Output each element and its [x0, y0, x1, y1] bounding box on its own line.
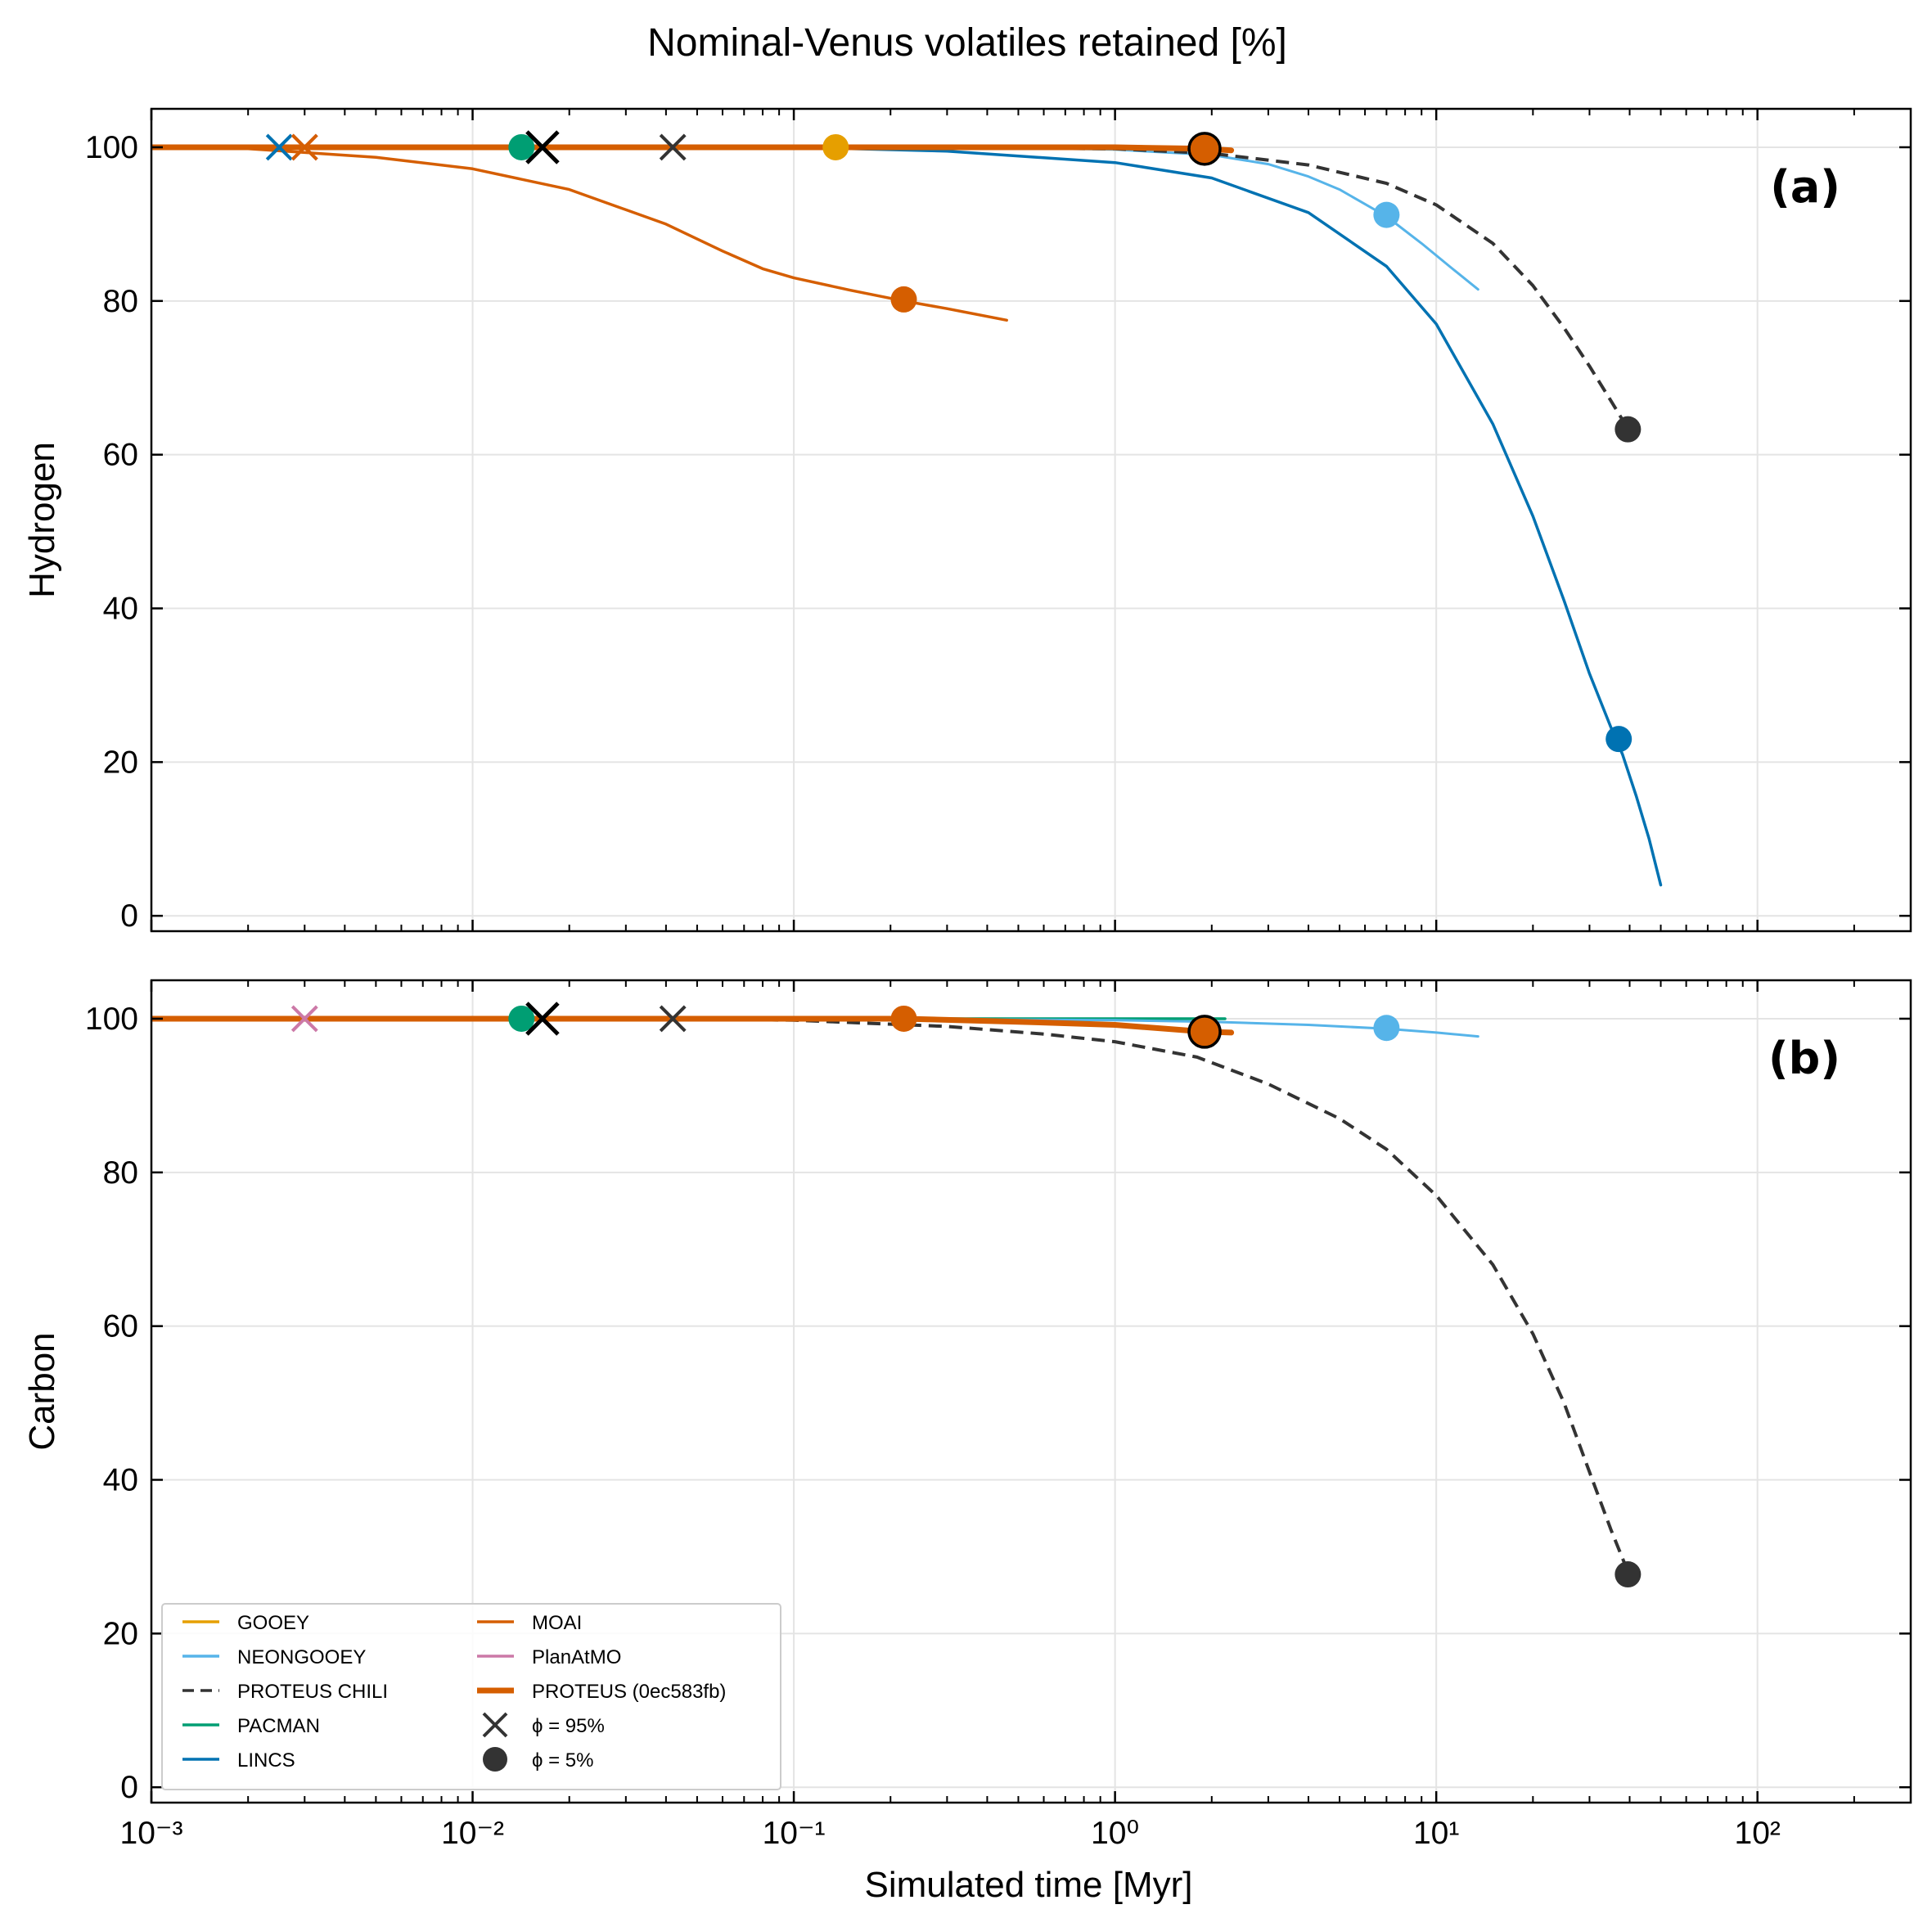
marker-phi5	[1605, 726, 1633, 753]
y-tick-label: 80	[103, 1155, 138, 1191]
ticks: 0 20 40 60 80 100 10⁻³ 10⁻² 10⁻¹ 10⁰ 10¹ 10²	[85, 980, 1912, 1851]
marker-phi5	[1373, 1015, 1400, 1042]
x-axis-label: Simulated time [Myr]	[865, 1865, 1193, 1905]
legend-label: GOOEY	[237, 1612, 309, 1634]
legend-cross-icon	[482, 1712, 508, 1738]
legend-box	[161, 1603, 781, 1790]
legend-label: NEONGOOEY	[237, 1646, 366, 1668]
y-axis-label: Hydrogen	[22, 442, 62, 598]
legend-label: PlanAtMO	[532, 1646, 621, 1668]
legend-dot-icon	[483, 1747, 507, 1772]
marker-phi5	[508, 133, 535, 160]
series-group	[151, 144, 1663, 887]
marker-phi5	[1187, 1015, 1222, 1049]
panel-carbon: 0 20 40 60 80 100 10⁻³ 10⁻² 10⁻¹ 10⁰ 10¹ 10² Carbon (…	[22, 979, 1912, 1851]
panel-label: (b)	[1768, 1033, 1840, 1084]
markers	[265, 130, 1642, 753]
plot-frame	[150, 979, 1912, 1804]
marker-phi95	[659, 133, 687, 161]
marker-phi5	[508, 1005, 535, 1032]
legend: GOOEY NEONGOOEY PROTEUS CHILI PACMAN LINCS MO…	[161, 1603, 781, 1790]
x-tick-label: 10⁻¹	[763, 1816, 826, 1851]
y-tick-label: 40	[103, 592, 138, 627]
y-tick-label: 100	[85, 1002, 138, 1037]
panel-label: (a)	[1770, 161, 1840, 213]
y-tick-label: 20	[103, 1616, 138, 1651]
y-tick-label: 80	[103, 284, 138, 319]
x-tick-label: 10¹	[1413, 1816, 1459, 1851]
y-tick-label: 100	[85, 130, 138, 165]
marker-phi5	[1615, 1561, 1642, 1588]
marker-phi5	[890, 286, 917, 313]
legend-label: ϕ = 95%	[532, 1715, 605, 1737]
series-line-moai	[151, 146, 1008, 322]
figure-title: Nominal-Venus volatiles retained [%]	[647, 21, 1287, 65]
marker-phi95	[290, 133, 318, 161]
series-line-neongooey	[151, 146, 1479, 291]
ticks: 0 20 40 60 80 100	[85, 109, 1912, 934]
y-tick-label: 60	[103, 1309, 138, 1344]
marker-phi95	[525, 1002, 560, 1036]
x-tick-label: 10⁻³	[120, 1816, 183, 1851]
legend-label: PACMAN	[237, 1715, 320, 1737]
x-tick-label: 10⁻²	[441, 1816, 504, 1851]
marker-phi5	[1373, 201, 1400, 228]
series-line-proteus-chili	[151, 1017, 1632, 1577]
y-tick-label: 20	[103, 745, 138, 780]
series-line-lincs	[151, 146, 1663, 887]
legend-label: MOAI	[532, 1612, 582, 1634]
marker-phi95	[265, 133, 293, 161]
series-line-proteus-0ec583fb-	[151, 144, 1235, 154]
legend-label: ϕ = 5%	[532, 1749, 593, 1772]
grid	[151, 109, 1911, 931]
marker-phi95	[525, 130, 560, 164]
panel-hydrogen: 0 20 40 60 80 100 Hydrogen (a)	[22, 107, 1912, 934]
y-tick-label: 60	[103, 438, 138, 473]
x-tick-label: 10⁰	[1091, 1816, 1139, 1851]
y-axis-label: Carbon	[22, 1332, 62, 1450]
marker-phi5	[1615, 416, 1642, 443]
x-tick-label: 10²	[1735, 1816, 1781, 1851]
markers	[290, 1002, 1642, 1588]
legend-label: PROTEUS CHILI	[237, 1681, 388, 1703]
marker-phi95	[659, 1005, 687, 1033]
marker-phi5	[1187, 132, 1222, 166]
y-tick-label: 0	[120, 1770, 138, 1805]
marker-phi5	[822, 133, 849, 160]
legend-label: PROTEUS (0ec583fb)	[532, 1681, 726, 1703]
marker-phi95	[290, 1005, 318, 1033]
plot-frame	[150, 107, 1912, 933]
legend-label: LINCS	[237, 1749, 295, 1772]
y-tick-label: 0	[120, 898, 138, 934]
marker-phi5	[890, 1005, 917, 1032]
y-tick-label: 40	[103, 1463, 138, 1498]
series-group	[151, 1015, 1632, 1577]
